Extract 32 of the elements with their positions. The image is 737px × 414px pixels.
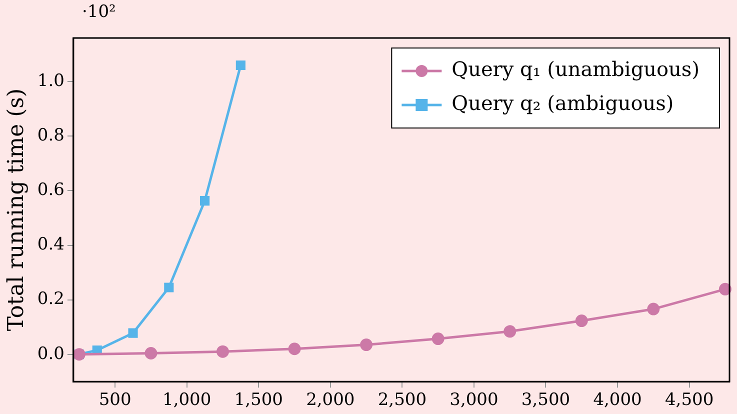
legend-label: Query q₂ (ambiguous) (452, 91, 674, 116)
point (144, 346, 158, 360)
x-tick-label: 4,000 (593, 390, 642, 410)
y-tick-label: 0.2 (37, 289, 64, 310)
x-tick-label: 1,000 (162, 390, 212, 410)
point (360, 338, 373, 352)
point (504, 325, 516, 338)
point (718, 282, 732, 296)
legend-label: Query q₁ (unambiguous) (452, 57, 700, 82)
x-tick-label: 3,500 (521, 390, 570, 410)
y-tick-label: 0.6 (37, 180, 64, 200)
text: ·10² (82, 2, 116, 22)
x-tick-label: 2,000 (306, 390, 355, 410)
point (647, 302, 660, 316)
x-tick-label: 2,500 (378, 390, 427, 410)
y-tick-label: 1.0 (37, 71, 64, 92)
point (236, 60, 246, 70)
point (432, 332, 444, 346)
point (216, 345, 229, 358)
x-tick-label: 1,500 (234, 390, 283, 410)
y-tick-label: 0.4 (37, 234, 64, 255)
y-tick-label: 0.0 (37, 344, 64, 364)
point (128, 328, 138, 338)
x-tick-label: 3,000 (450, 390, 498, 410)
x-tick-label: 500 (98, 390, 132, 410)
point (288, 342, 301, 356)
y-tick-label: 0.8 (37, 126, 64, 146)
y-axis-title: Total running time (s) (4, 88, 29, 332)
point (200, 196, 210, 206)
point (164, 282, 174, 292)
x-tick-label: 4,500 (664, 390, 714, 410)
point (575, 314, 588, 328)
